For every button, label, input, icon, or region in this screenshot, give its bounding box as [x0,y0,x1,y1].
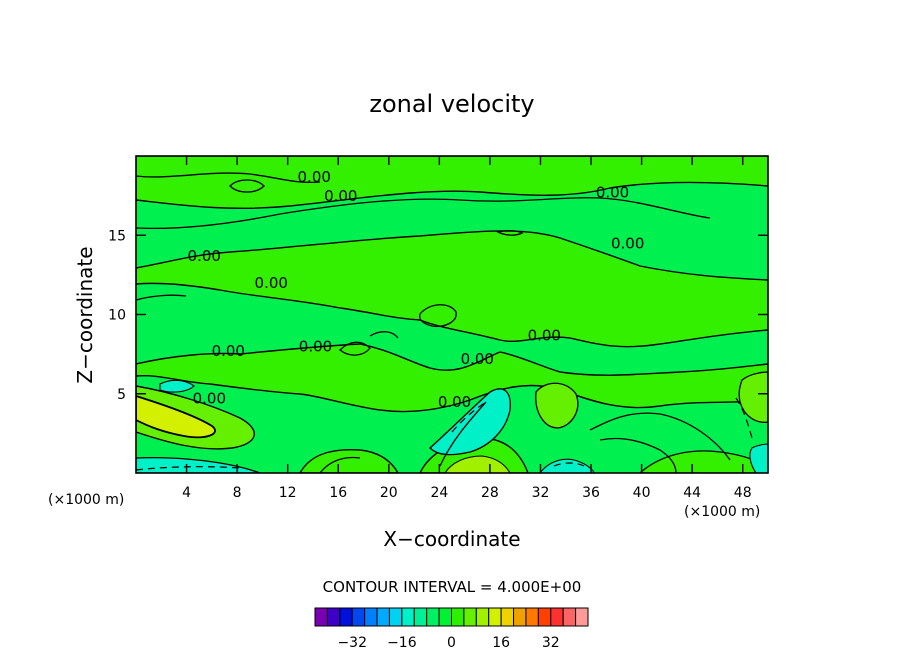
x-tick-label: 48 [734,485,752,501]
colorbar-tick-label: −16 [387,635,417,651]
x-tick-label: 40 [633,485,651,501]
colorbar [314,607,589,627]
colorbar-tick-label: 16 [492,635,510,651]
negative-band-left-upper [159,379,195,393]
colorbar-swatch [364,607,378,627]
colorbar-swatch [550,607,564,627]
colorbar-swatch [351,607,366,627]
colorbar-swatch [339,607,353,627]
colorbar-tick-label: 32 [542,635,560,651]
x-tick-label: 20 [380,485,398,501]
negative-band-right-2 [749,443,768,473]
colorbar-swatch [513,607,527,627]
contour-label: 0.00 [324,187,357,205]
contour-label: 0.00 [255,274,288,292]
contour-label: 0.00 [298,168,331,186]
x-unit-label-left: (×1000 m) [48,492,124,508]
colorbar-swatch [438,607,453,627]
y-axis-label: Z−coordinate [73,246,97,383]
x-tick-label: 8 [233,485,242,501]
colorbar-tick-label: −32 [337,635,367,651]
x-tick-label: 12 [279,485,297,501]
x-tick-label: 28 [481,485,499,501]
colorbar-swatch [451,607,465,627]
colorbar-swatch [575,607,589,627]
contour-label: 0.00 [438,393,471,411]
left-jet-inner [136,395,216,439]
colorbar-swatch [388,607,403,627]
plot-area [136,156,768,473]
x-tick-label: 24 [430,485,448,501]
y-tick-label: 15 [108,228,126,244]
colorbar-swatch [562,607,577,627]
band-mid-positive [136,230,768,348]
colorbar-ticks: −32 −16 0 16 32 [337,635,559,651]
colorbar-tick-label: 0 [447,635,456,651]
band-upper-positive [136,156,768,209]
colorbar-swatch [326,607,341,627]
contour-label: 0.00 [611,234,644,252]
x-tick-label: 44 [683,485,701,501]
colorbar-swatch [500,607,515,627]
y-axis: 5 10 15 [108,228,768,403]
negative-band-right [539,458,595,473]
contour-labels: 0.000.00 0.000.000.000.000.000.00 0.000.00… [188,168,645,411]
colorbar-swatch [401,607,415,627]
colorbar-swatch [426,607,440,627]
x-axis-label: X−coordinate [383,527,520,551]
bottom-positive-blob-3 [444,455,511,473]
contour-lines [136,172,731,473]
colorbar-swatch [475,607,490,627]
colorbar-swatch [413,607,428,627]
colorbar-swatch [314,607,328,627]
x-tick-label: 36 [582,485,600,501]
contour-label: 0.00 [212,342,245,360]
chart-title: zonal velocity [369,90,534,118]
x-unit-label-right: (×1000 m) [684,504,760,520]
contour-label: 0.00 [596,184,629,202]
contour-label: 0.00 [299,337,332,355]
negative-band-center [429,388,511,456]
contour-label: 0.00 [188,247,221,265]
contour-label: 0.00 [193,390,226,408]
right-blob-1 [535,382,579,429]
x-tick-label: 4 [182,485,191,501]
right-blob-2 [738,371,768,423]
contour-label: 0.00 [461,350,494,368]
colorbar-swatch [488,607,502,627]
x-tick-label: 16 [329,485,347,501]
y-tick-label: 5 [117,387,126,403]
x-tick-label: 32 [532,485,550,501]
colorbar-swatch [376,607,390,627]
colorbar-swatch [537,607,552,627]
negative-contour-lines [136,397,753,471]
colorbar-swatch [463,607,477,627]
colorbar-swatch [525,607,539,627]
y-tick-label: 10 [108,308,126,324]
x-axis: 4 8 12 16 20 24 28 32 36 40 44 48 [182,156,752,501]
contour-label: 0.00 [528,326,561,344]
contour-interval-label: CONTOUR INTERVAL = 4.000E+00 [323,578,582,596]
